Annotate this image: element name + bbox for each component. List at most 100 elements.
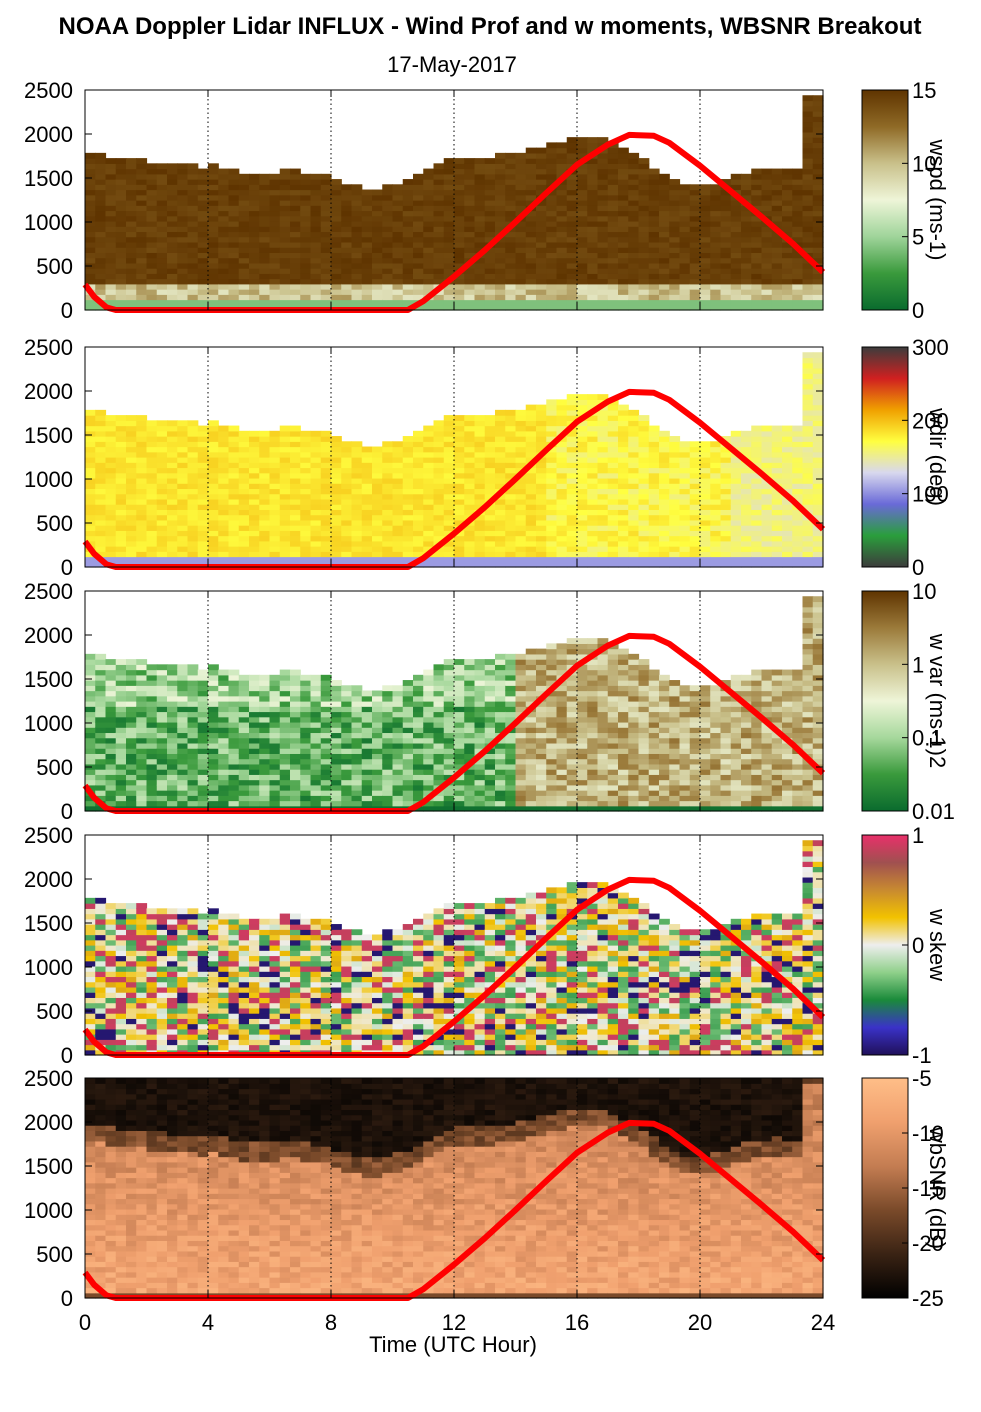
heatmap-cell xyxy=(290,477,301,484)
heatmap-cell xyxy=(136,769,148,775)
heatmap-cell xyxy=(782,441,793,448)
heatmap-cell xyxy=(710,472,722,479)
heatmap-cell xyxy=(177,220,189,227)
heatmap-cell xyxy=(392,525,404,531)
heatmap-cell xyxy=(279,706,291,713)
heatmap-cell xyxy=(310,472,322,479)
heatmap-cell xyxy=(730,493,742,500)
heatmap-cell xyxy=(341,727,353,734)
heatmap-cell xyxy=(136,742,148,749)
heatmap-cell xyxy=(659,561,670,568)
heatmap-cell xyxy=(361,215,373,222)
heatmap-cell xyxy=(361,504,373,510)
heatmap-cell xyxy=(618,215,629,222)
heatmap-cell xyxy=(218,283,230,290)
heatmap-cell xyxy=(187,194,199,201)
heatmap-cell xyxy=(290,519,301,526)
heatmap-cell xyxy=(679,273,691,280)
heatmap-cell xyxy=(290,690,301,697)
heatmap-cell xyxy=(146,262,158,269)
heatmap-cell xyxy=(300,262,312,269)
heatmap-cell xyxy=(638,525,650,531)
heatmap-cell xyxy=(372,790,383,796)
heatmap-cell xyxy=(228,769,240,775)
heatmap-cell xyxy=(238,200,250,206)
heatmap-cell xyxy=(320,488,332,495)
heatmap-cell xyxy=(628,299,640,306)
heatmap-cell xyxy=(300,257,312,264)
heatmap-cell xyxy=(279,446,291,453)
heatmap-cell xyxy=(679,540,691,547)
heatmap-cell xyxy=(618,226,629,233)
heatmap-cell xyxy=(484,509,496,516)
heatmap-cell xyxy=(648,257,660,264)
heatmap-cell xyxy=(105,758,117,765)
heatmap-cell xyxy=(167,231,178,238)
heatmap-cell xyxy=(208,268,219,274)
heatmap-cell xyxy=(218,231,230,238)
heatmap-cell xyxy=(361,716,373,723)
heatmap-cell xyxy=(433,299,445,306)
heatmap-cell xyxy=(218,168,230,175)
heatmap-cell xyxy=(115,420,127,427)
heatmap-cell xyxy=(782,179,793,185)
heatmap-cell xyxy=(700,210,711,217)
heatmap-cell xyxy=(546,530,558,537)
heatmap-cell xyxy=(156,546,168,552)
heatmap-cell xyxy=(402,685,414,692)
heatmap-cell xyxy=(515,488,527,495)
heatmap-cell xyxy=(413,200,424,206)
heatmap-cell xyxy=(515,425,527,432)
heatmap-cell xyxy=(341,525,353,531)
heatmap-cell xyxy=(536,184,547,191)
heatmap-cell xyxy=(300,283,312,290)
heatmap-cell xyxy=(95,721,107,728)
heatmap-cell xyxy=(505,179,517,185)
heatmap-cell xyxy=(382,556,394,563)
heatmap-cell xyxy=(249,483,260,490)
heatmap-cell xyxy=(300,483,312,490)
heatmap-cell xyxy=(464,304,476,311)
heatmap-cell xyxy=(782,226,793,233)
heatmap-cell xyxy=(782,247,793,253)
heatmap-cell xyxy=(607,189,619,196)
heatmap-cell xyxy=(85,210,96,217)
heatmap-cell xyxy=(331,477,342,484)
heatmap-cell xyxy=(156,795,168,802)
heatmap-cell xyxy=(126,716,137,723)
heatmap-cell xyxy=(474,420,486,427)
heatmap-cell xyxy=(474,268,486,274)
heatmap-cell xyxy=(771,436,783,442)
heatmap-cell xyxy=(177,262,189,269)
heatmap-cell xyxy=(515,252,527,259)
heatmap-cell xyxy=(720,283,732,290)
heatmap-cell xyxy=(638,535,650,542)
heatmap-cell xyxy=(85,179,96,185)
heatmap-cell xyxy=(413,525,424,531)
heatmap-cell xyxy=(648,210,660,217)
heatmap-cell xyxy=(156,695,168,702)
heatmap-cell xyxy=(259,540,271,547)
heatmap-cell xyxy=(812,205,824,212)
heatmap-cell xyxy=(372,451,383,458)
heatmap-cell xyxy=(628,493,640,500)
heatmap-cell xyxy=(556,467,568,474)
heatmap-cell xyxy=(197,800,209,807)
heatmap-cell xyxy=(443,436,455,442)
heatmap-cell xyxy=(126,467,137,474)
heatmap-cell xyxy=(290,701,301,707)
heatmap-cell xyxy=(177,514,189,521)
heatmap-cell xyxy=(812,530,824,537)
heatmap-cell xyxy=(607,457,619,463)
heatmap-cell xyxy=(341,194,353,201)
heatmap-cell xyxy=(156,711,168,718)
heatmap-cell xyxy=(269,184,281,191)
heatmap-cell xyxy=(146,674,158,681)
heatmap-cell xyxy=(341,446,353,453)
heatmap-cell xyxy=(454,231,465,238)
heatmap-cell xyxy=(525,268,537,274)
heatmap-cell xyxy=(556,462,568,469)
heatmap-cell xyxy=(331,790,342,796)
heatmap-cell xyxy=(85,674,96,681)
heatmap-cell xyxy=(320,278,332,285)
